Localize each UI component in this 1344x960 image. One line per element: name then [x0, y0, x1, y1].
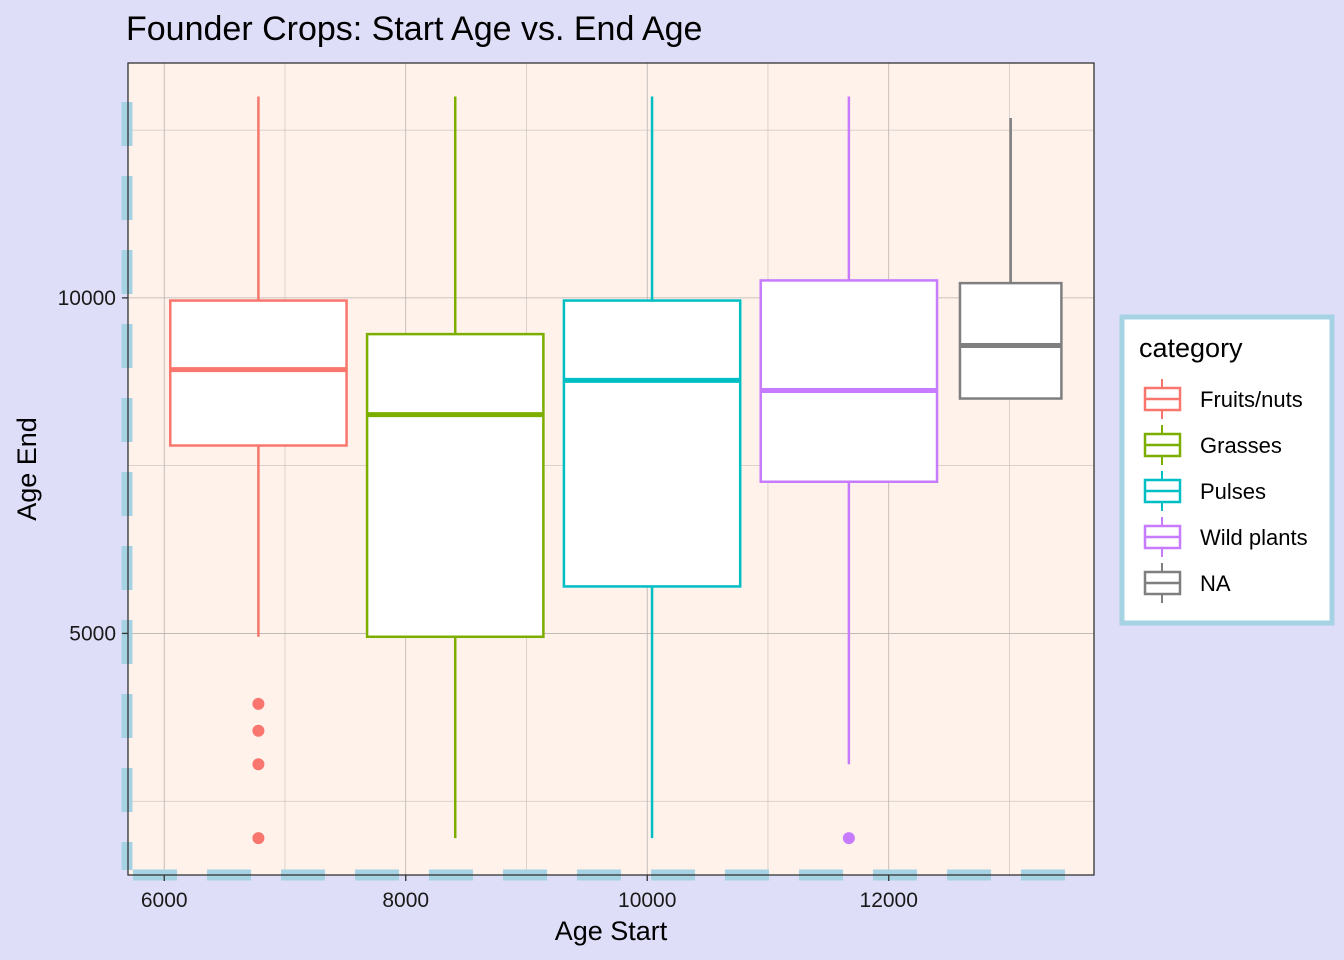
- box-group: [759, 96, 939, 845]
- outlier-point: [252, 758, 265, 771]
- box-iqr: [169, 299, 348, 447]
- y-axis-title: Age End: [12, 417, 42, 521]
- plot-border: [127, 62, 1095, 876]
- x-tick-label: 8000: [382, 889, 429, 912]
- box-group: [562, 96, 742, 839]
- legend-item: Grasses: [1143, 425, 1282, 465]
- outlier-point: [252, 832, 265, 845]
- x-tick-label: 6000: [141, 889, 188, 912]
- outlier-point: [252, 697, 265, 710]
- x-axis-title: Age Start: [555, 916, 668, 946]
- box-series: [169, 96, 1063, 845]
- legend-item: Pulses: [1143, 471, 1266, 511]
- legend-label: Grasses: [1200, 433, 1282, 458]
- outlier-point: [842, 832, 855, 845]
- y-axis-ticks: 5000 10000: [58, 287, 128, 645]
- y-tick-label: 10000: [58, 287, 116, 310]
- legend-label: Wild plants: [1200, 525, 1308, 550]
- legend-label: Pulses: [1200, 479, 1266, 504]
- x-axis-ticks: 6000 8000 10000 12000: [141, 875, 918, 912]
- outlier-point: [252, 724, 265, 737]
- box-iqr: [562, 299, 742, 588]
- x-tick-label: 10000: [618, 889, 676, 912]
- box-iqr: [365, 332, 545, 639]
- box-group: [169, 96, 348, 845]
- box-group: [365, 96, 545, 839]
- legend-title: category: [1139, 333, 1243, 363]
- x-tick-label: 12000: [860, 889, 918, 912]
- box-iqr: [958, 281, 1063, 400]
- legend-item: Wild plants: [1143, 517, 1308, 557]
- box-group: [958, 118, 1063, 400]
- legend-label: Fruits/nuts: [1200, 387, 1303, 412]
- y-tick-label: 5000: [69, 622, 116, 645]
- legend-item: Fruits/nuts: [1143, 379, 1303, 419]
- legend-label: NA: [1200, 571, 1231, 596]
- chart-title: Founder Crops: Start Age vs. End Age: [126, 10, 702, 48]
- box-iqr: [759, 279, 939, 484]
- legend: category Fruits/nuts Grasses Pulses Wild pl…: [1119, 314, 1335, 626]
- legend-item: NA: [1143, 563, 1231, 603]
